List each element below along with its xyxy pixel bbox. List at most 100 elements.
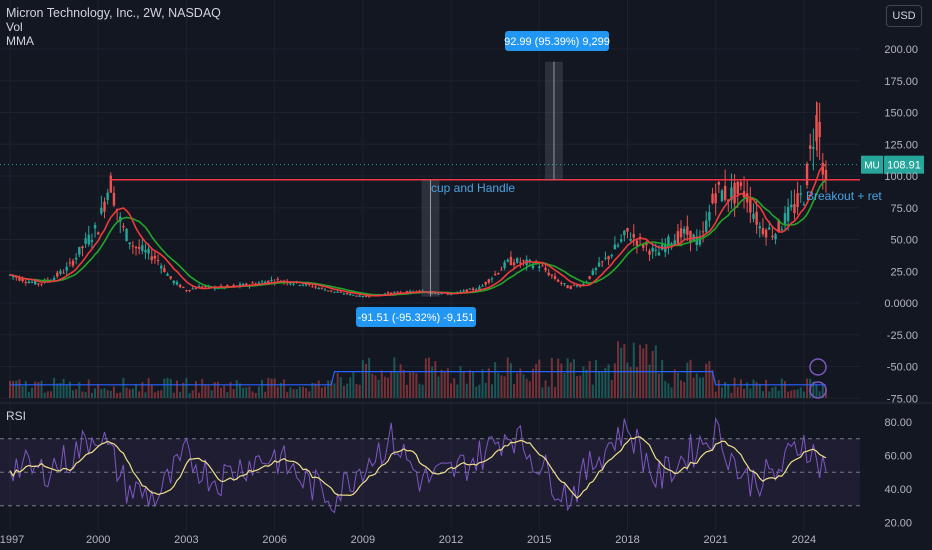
candle-body [166, 273, 169, 276]
volume-bar [481, 369, 484, 398]
volume-bar [601, 371, 604, 398]
currency-button[interactable]: USD [886, 5, 922, 27]
candle-body [651, 247, 654, 252]
volume-bar [223, 385, 226, 398]
volume-bar [446, 368, 449, 398]
candle-body [538, 266, 541, 268]
volume-bar [84, 392, 87, 398]
volume-bar [531, 368, 534, 398]
volume-bar [547, 386, 550, 398]
candle-body [399, 292, 402, 294]
candle-body [777, 219, 780, 232]
indicator-vol[interactable]: Vol [6, 20, 23, 34]
volume-bar [314, 383, 317, 398]
candle-body [717, 182, 721, 185]
candle-body [563, 283, 566, 285]
candle-body [59, 271, 62, 274]
candle-body [623, 230, 626, 236]
candle-body [188, 289, 191, 291]
volume-bar [9, 380, 11, 398]
volume-bar [796, 389, 799, 398]
volume-bar [342, 385, 345, 398]
candle-body [824, 169, 828, 180]
volume-bar [812, 381, 815, 398]
indicator-mma[interactable]: MMA [6, 34, 34, 48]
volume-bar [380, 370, 383, 398]
candle-body [18, 277, 21, 281]
symbol-title[interactable]: Micron Technology, Inc., 2W, NASDAQ [6, 6, 221, 20]
candle-body [185, 290, 188, 292]
volume-bar [292, 389, 295, 398]
candle-body [475, 289, 478, 291]
candle-body [682, 228, 686, 234]
volume-bar [226, 392, 229, 398]
volume-bar [267, 377, 270, 398]
annotation-breakout: Breakout + ret [806, 189, 882, 203]
volume-bar [720, 387, 723, 398]
volume-bar [424, 358, 427, 398]
volume-bar [242, 387, 245, 398]
candle-body [342, 293, 346, 295]
volume-bar [106, 390, 109, 398]
candle-body [689, 230, 692, 243]
volume-bar [506, 357, 509, 398]
candle-body [812, 146, 815, 149]
x-tick-label: 1997 [0, 534, 24, 546]
volume-bar [94, 388, 97, 398]
volume-bar [116, 393, 119, 398]
volume-bar [65, 384, 68, 398]
volume-bar [692, 377, 695, 398]
candle-body [330, 290, 333, 292]
y-tick-label: 25.00 [890, 266, 918, 278]
candle-body [131, 245, 135, 247]
rsi-label[interactable]: RSI [6, 409, 27, 423]
candle-body [314, 286, 317, 288]
volume-bar [585, 369, 588, 398]
candle-body [575, 285, 579, 287]
x-tick-label: 2018 [615, 534, 639, 546]
candle-body [708, 211, 711, 221]
candle-body [764, 229, 768, 238]
annotation-cup-handle: cup and Handle [431, 181, 515, 195]
candle-body [106, 192, 109, 200]
candle-body [326, 290, 330, 292]
volume-bar [525, 378, 528, 398]
volume-ma-line [10, 371, 826, 386]
candle-body [506, 259, 509, 262]
candle-body [336, 291, 339, 293]
volume-bar [667, 383, 670, 398]
candle-body [771, 235, 774, 238]
x-tick-label: 2009 [351, 534, 375, 546]
candle-body [147, 248, 150, 254]
candle-body [52, 278, 56, 281]
candle-body [711, 193, 714, 204]
volume-bar [276, 386, 279, 398]
volume-bar [46, 391, 49, 398]
candle-body [172, 280, 176, 284]
volume-bar [128, 389, 131, 398]
candle-body [24, 282, 27, 284]
volume-bar [774, 386, 777, 398]
candle-body [163, 268, 166, 272]
volume-bar [169, 378, 172, 398]
candle-body [547, 272, 550, 276]
measure-up-label: 92.99 (95.39%) 9,299 [504, 36, 610, 48]
volume-bar [409, 372, 412, 398]
candle-body [594, 268, 598, 270]
chart-grid [0, 0, 932, 530]
volume-bar [298, 386, 301, 398]
volume-bar [194, 381, 197, 398]
candle-body [251, 282, 254, 284]
candle-body [241, 283, 245, 286]
candle-body [78, 246, 81, 255]
candle-body [128, 242, 131, 245]
candle-body [27, 281, 31, 284]
volume-bar [336, 373, 339, 398]
volume-bar [273, 378, 276, 398]
volume-bar [708, 361, 711, 398]
volume-bar [478, 384, 481, 398]
candle-body [125, 228, 128, 241]
volume-bar [349, 377, 352, 398]
candle-body [749, 198, 752, 213]
